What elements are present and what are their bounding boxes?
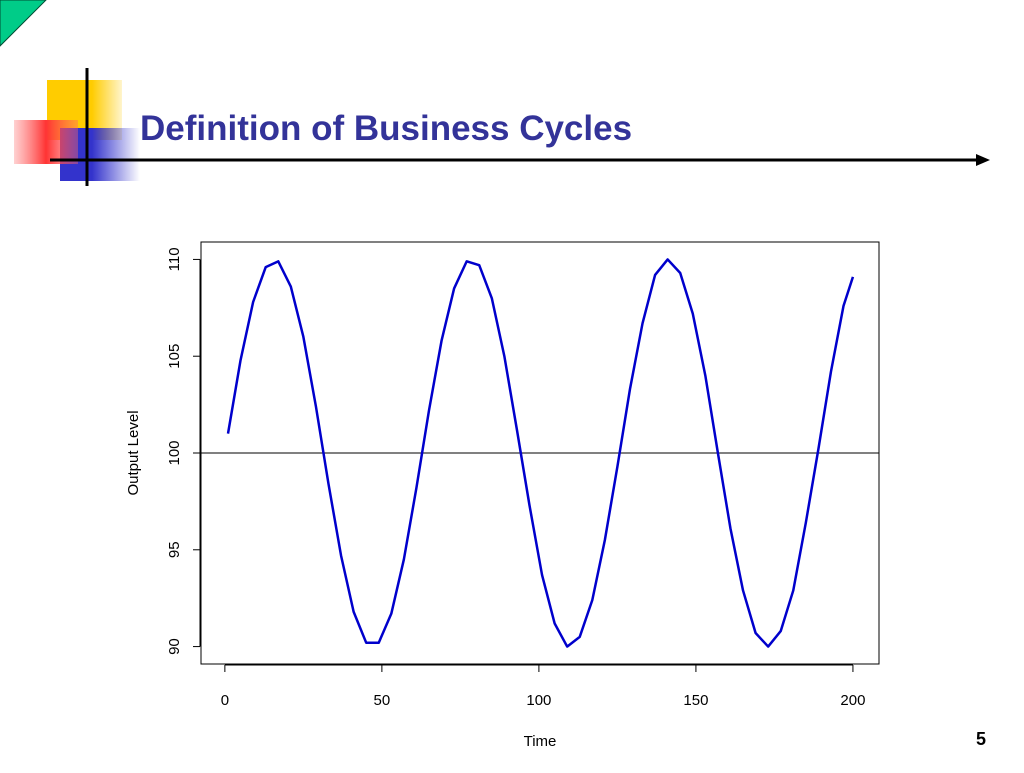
x-tick-label: 150 (683, 692, 708, 709)
slide-title: Definition of Business Cycles (140, 109, 632, 148)
y-tick-label: 90 (166, 638, 183, 655)
rule-arrow (976, 154, 990, 166)
x-tick-label: 0 (221, 692, 229, 709)
x-tick-label: 200 (840, 692, 865, 709)
data-line (226, 258, 855, 648)
y-tick-label: 105 (166, 344, 183, 369)
y-tick-label: 100 (166, 440, 183, 465)
corner-triangle (0, 0, 47, 47)
y-tick-label: 95 (166, 541, 183, 558)
deco-red (14, 120, 78, 164)
x-tick-label: 100 (526, 692, 551, 709)
y-tick-label: 110 (166, 247, 183, 271)
x-tick-label: 50 (374, 692, 391, 709)
page-number: 5 (976, 729, 986, 749)
y-axis-label: Output Level (125, 410, 142, 495)
x-axis-label: Time (524, 733, 557, 750)
chart: Time Output Level 0 50 100 150 200 90 95 100 105… (125, 241, 880, 750)
